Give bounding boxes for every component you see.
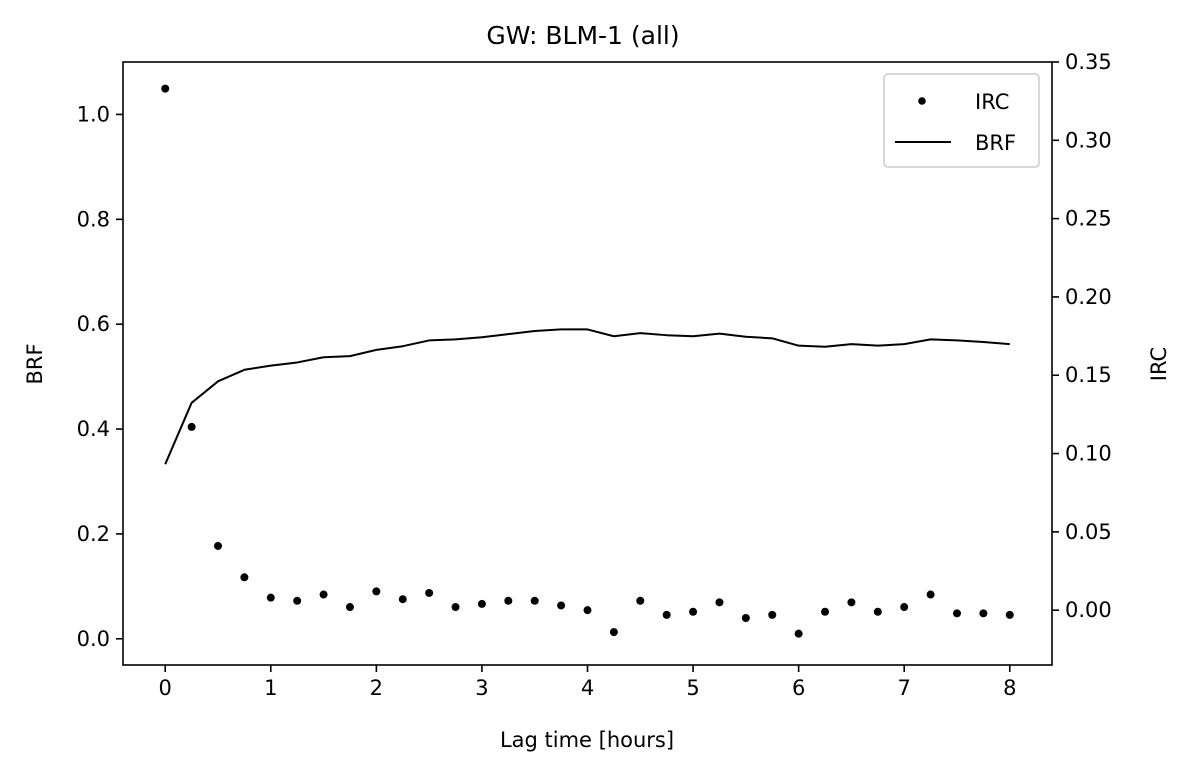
irc-data-point [214,541,223,550]
legend: IRC BRF [883,73,1040,168]
irc-data-point [398,595,407,604]
irc-data-point [952,609,961,618]
irc-data-point [689,607,698,616]
x-tick-label: 5 [686,676,699,700]
y-tick-label: 0.4 [77,417,110,441]
irc-data-point [768,610,777,619]
legend-irc-marker [918,97,926,105]
x-axis-title: Lag time [hours] [500,728,674,752]
irc-data-point [794,629,803,638]
x-tick-label: 7 [898,676,911,700]
irc-data-point [451,603,460,612]
irc-data-point [1005,610,1014,619]
x-tick-label: 3 [475,676,488,700]
brf-series-line [164,328,1010,465]
irc-data-point [900,603,909,612]
irc-data-point [662,610,671,619]
irc-data-point [319,590,328,599]
x-tick-label: 6 [792,676,805,700]
x-tick-label: 4 [581,676,594,700]
irc-data-point [636,596,645,605]
irc-data-point [979,609,988,618]
y2-tick-label: 0.30 [1065,128,1112,152]
x-tick-label: 2 [370,676,383,700]
legend-brf-label: BRF [975,131,1016,155]
irc-data-point [293,596,302,605]
irc-data-point [240,573,249,582]
y-axis-title: BRF [23,343,47,384]
chart-title: GW: BLM-1 (all) [486,21,679,50]
y2-tick-label: 0.10 [1065,442,1112,466]
irc-data-point [266,593,275,602]
y-tick-label: 0.2 [77,522,110,546]
irc-data-point [557,601,566,610]
x-tick-label: 1 [264,676,277,700]
irc-data-point [345,603,354,612]
y2-tick-label: 0.25 [1065,207,1112,231]
legend-irc-label: IRC [975,90,1009,114]
irc-data-point [609,628,618,637]
y-tick-label: 1.0 [77,102,110,126]
y2-axis-title: IRC [1147,347,1171,381]
y2-tick-label: 0.35 [1065,50,1112,74]
irc-data-point [821,607,830,616]
x-tick-label: 0 [159,676,172,700]
irc-data-point [187,422,196,431]
irc-data-point [372,587,381,596]
y2-tick-label: 0.05 [1065,520,1112,544]
y-tick-label: 0.8 [77,207,110,231]
irc-data-point [425,588,434,597]
irc-data-point [715,598,724,607]
irc-data-point [477,599,486,608]
irc-data-point [741,614,750,623]
irc-data-point [161,84,170,93]
irc-data-point [847,598,856,607]
irc-data-point [504,596,513,605]
y-tick-label: 0.0 [77,627,110,651]
plot-layer [161,84,1014,638]
y-tick-label: 0.6 [77,312,110,336]
x-tick-label: 8 [1003,676,1016,700]
irc-data-point [873,607,882,616]
irc-data-point [583,606,592,615]
y2-tick-label: 0.20 [1065,285,1112,309]
y2-tick-label: 0.00 [1065,598,1112,622]
y2-tick-label: 0.15 [1065,363,1112,387]
axes-layer: 0 1 2 3 4 5 6 7 8 0.0 0.2 0.4 0.6 0.8 1.0 0.00 0.05 0.10 0… [77,50,1112,700]
irc-data-point [530,596,539,605]
legend-box [883,73,1040,168]
irc-data-point [926,590,935,599]
